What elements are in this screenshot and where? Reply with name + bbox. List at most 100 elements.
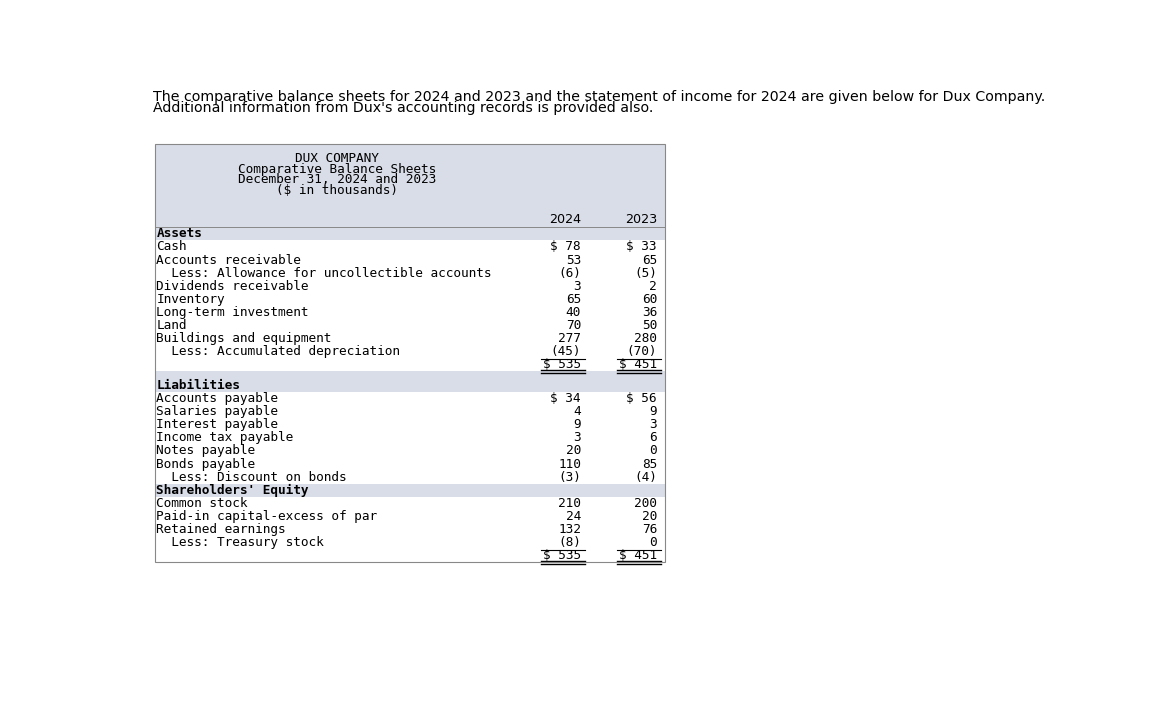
Bar [155, 240, 664, 254]
Bar [155, 280, 664, 293]
Text: 60: 60 [642, 293, 657, 306]
Text: (8): (8) [559, 536, 581, 549]
Text: 70: 70 [566, 319, 581, 332]
Text: 20: 20 [566, 445, 581, 457]
Text: (6): (6) [559, 267, 581, 279]
Bar [155, 497, 664, 510]
Text: (5): (5) [634, 267, 657, 279]
Text: 9: 9 [574, 419, 581, 431]
Text: 24: 24 [566, 510, 581, 523]
Text: Comparative Balance Sheets: Comparative Balance Sheets [238, 163, 436, 175]
Text: 3: 3 [574, 431, 581, 445]
Text: Buildings and equipment: Buildings and equipment [156, 332, 332, 345]
Bar [155, 431, 664, 445]
Text: 2: 2 [649, 280, 657, 293]
Text: 3: 3 [649, 419, 657, 431]
Text: Income tax payable: Income tax payable [156, 431, 294, 445]
Text: 53: 53 [566, 254, 581, 267]
Text: Shareholders' Equity: Shareholders' Equity [156, 484, 309, 497]
Text: Land: Land [156, 319, 187, 332]
Text: Interest payable: Interest payable [156, 419, 279, 431]
Text: 2024: 2024 [549, 213, 581, 226]
Text: Dividends receivable: Dividends receivable [156, 280, 309, 293]
Text: Common stock: Common stock [156, 497, 248, 510]
Text: Less: Allowance for uncollectible accounts: Less: Allowance for uncollectible accoun… [156, 267, 492, 279]
Text: Inventory: Inventory [156, 293, 225, 306]
Text: (70): (70) [627, 345, 657, 358]
Text: Salaries payable: Salaries payable [156, 405, 279, 419]
Text: 36: 36 [642, 306, 657, 319]
Text: 280: 280 [634, 332, 657, 345]
Bar [155, 379, 664, 392]
Text: Accounts receivable: Accounts receivable [156, 254, 301, 267]
Bar [155, 445, 664, 457]
Bar [155, 523, 664, 536]
Text: $ 56: $ 56 [627, 392, 657, 405]
Text: ($ in thousands): ($ in thousands) [276, 184, 399, 197]
Text: 132: 132 [559, 523, 581, 536]
Text: Bonds payable: Bonds payable [156, 457, 255, 471]
Text: (3): (3) [559, 471, 581, 484]
Text: 2023: 2023 [624, 213, 657, 226]
Bar [155, 306, 664, 319]
Text: $ 451: $ 451 [619, 549, 657, 562]
Text: The comparative balance sheets for 2024 and 2023 and the statement of income for: The comparative balance sheets for 2024 … [153, 90, 1045, 104]
Text: $ 535: $ 535 [543, 549, 581, 562]
Bar [155, 254, 664, 267]
Bar [155, 419, 664, 431]
Bar [155, 457, 664, 471]
Text: 50: 50 [642, 319, 657, 332]
Bar [155, 227, 664, 240]
Text: 20: 20 [642, 510, 657, 523]
Text: Long-term investment: Long-term investment [156, 306, 309, 319]
Bar [155, 371, 664, 379]
Text: DUX COMPANY: DUX COMPANY [295, 152, 379, 165]
Bar [155, 144, 664, 212]
Bar [155, 549, 664, 562]
Text: 40: 40 [566, 306, 581, 319]
Bar [155, 484, 664, 497]
Text: Assets: Assets [156, 228, 202, 240]
Text: 4: 4 [574, 405, 581, 419]
Bar [155, 536, 664, 549]
Bar [155, 510, 664, 523]
Text: Less: Treasury stock: Less: Treasury stock [156, 536, 325, 549]
Bar [155, 212, 664, 227]
Text: 3: 3 [574, 280, 581, 293]
Text: (45): (45) [550, 345, 581, 358]
Text: 76: 76 [642, 523, 657, 536]
Text: Less: Accumulated depreciation: Less: Accumulated depreciation [156, 345, 400, 358]
Bar [155, 293, 664, 306]
Text: 277: 277 [559, 332, 581, 345]
Text: 85: 85 [642, 457, 657, 471]
Bar [155, 405, 664, 419]
Text: 0: 0 [649, 536, 657, 549]
Text: $ 535: $ 535 [543, 358, 581, 371]
Text: 65: 65 [566, 293, 581, 306]
Text: Accounts payable: Accounts payable [156, 392, 279, 405]
Text: Notes payable: Notes payable [156, 445, 255, 457]
Text: 6: 6 [649, 431, 657, 445]
Text: 0: 0 [649, 445, 657, 457]
Bar [155, 319, 664, 332]
Text: (4): (4) [634, 471, 657, 484]
Text: $ 34: $ 34 [550, 392, 581, 405]
Text: $ 33: $ 33 [627, 240, 657, 253]
Bar [155, 144, 664, 562]
Bar [155, 358, 664, 371]
Bar [155, 392, 664, 405]
Text: Liabilities: Liabilities [156, 379, 240, 392]
Bar [155, 267, 664, 280]
Text: $ 78: $ 78 [550, 240, 581, 253]
Bar [155, 471, 664, 484]
Text: 9: 9 [649, 405, 657, 419]
Bar [155, 332, 664, 345]
Bar [155, 345, 664, 358]
Text: 210: 210 [559, 497, 581, 510]
Text: $ 451: $ 451 [619, 358, 657, 371]
Text: Retained earnings: Retained earnings [156, 523, 286, 536]
Text: Paid-in capital-excess of par: Paid-in capital-excess of par [156, 510, 377, 523]
Text: 65: 65 [642, 254, 657, 267]
Text: Cash: Cash [156, 240, 187, 253]
Text: December 31, 2024 and 2023: December 31, 2024 and 2023 [238, 173, 436, 187]
